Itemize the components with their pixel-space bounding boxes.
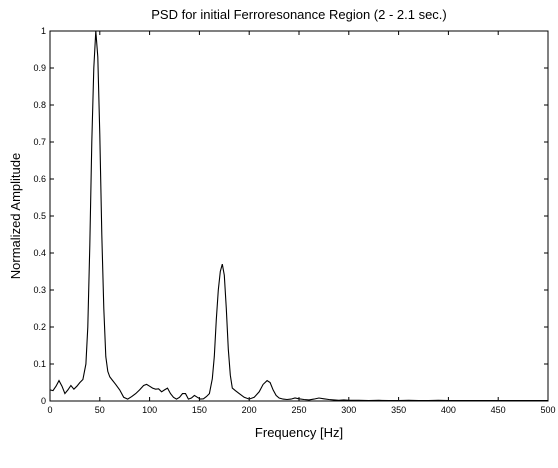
x-tick-label: 300 (341, 405, 356, 415)
y-tick-label: 0.8 (33, 100, 46, 110)
x-tick-label: 100 (142, 405, 157, 415)
y-axis-ticks: 0 0.1 0.2 0.3 0.4 0.5 0.6 0.7 0.8 0.9 1 (33, 26, 548, 406)
x-tick-label: 400 (441, 405, 456, 415)
x-tick-label: 0 (47, 405, 52, 415)
x-tick-label: 200 (242, 405, 257, 415)
x-tick-label: 250 (291, 405, 306, 415)
y-tick-label: 0.7 (33, 137, 46, 147)
y-tick-label: 0.6 (33, 174, 46, 184)
x-tick-label: 500 (540, 405, 555, 415)
y-tick-label: 0.9 (33, 63, 46, 73)
y-tick-label: 0 (41, 396, 46, 406)
plot-area-frame (49, 30, 549, 402)
x-tick-label: 50 (95, 405, 105, 415)
x-tick-label: 450 (491, 405, 506, 415)
y-tick-label: 0.2 (33, 322, 46, 332)
x-axis-label: Frequency [Hz] (255, 425, 343, 440)
x-tick-label: 350 (391, 405, 406, 415)
y-axis-label: Normalized Amplitude (8, 153, 23, 279)
chart-title: PSD for initial Ferroresonance Region (2… (151, 7, 447, 22)
y-tick-label: 0.5 (33, 211, 46, 221)
x-tick-label: 150 (192, 405, 207, 415)
y-tick-label: 1 (41, 26, 46, 36)
y-tick-label: 0.1 (33, 359, 46, 369)
psd-series-line (49, 30, 548, 402)
y-tick-label: 0.4 (33, 248, 46, 258)
x-axis-ticks: 0 50 100 150 200 250 300 350 400 450 500 (47, 31, 556, 415)
y-tick-label: 0.3 (33, 285, 46, 295)
